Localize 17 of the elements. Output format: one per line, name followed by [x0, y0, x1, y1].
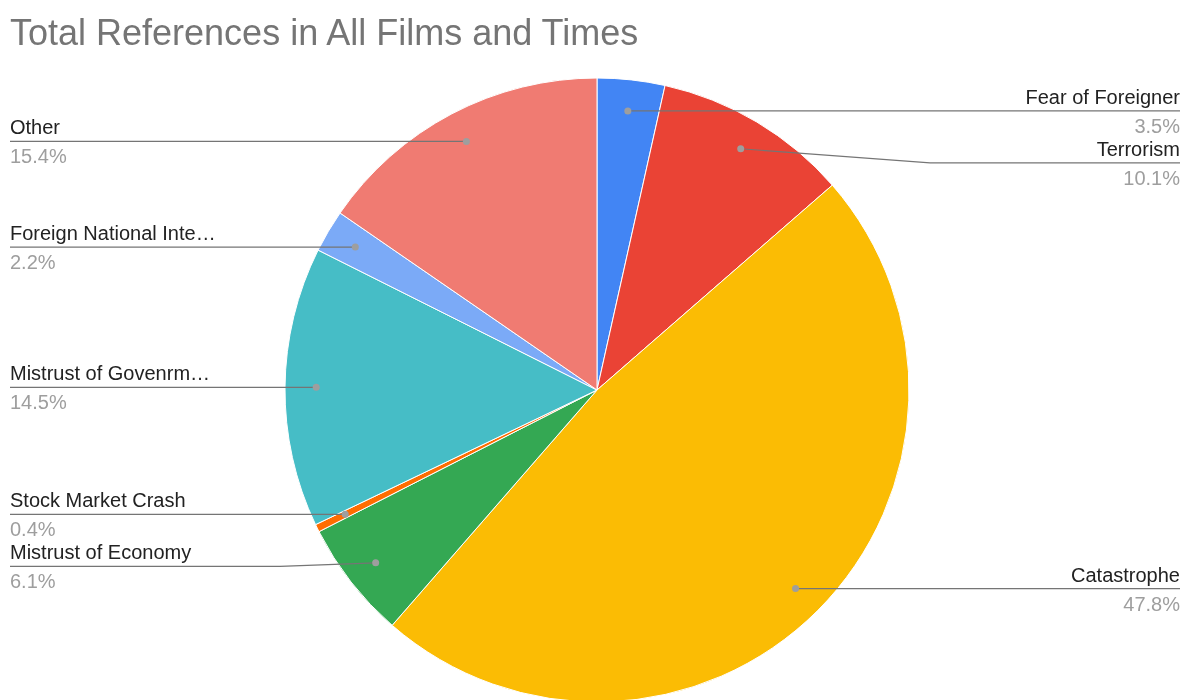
data-label: 14.5%: [10, 391, 67, 414]
slice-label: Stock Market Crash: [10, 489, 186, 512]
slice-label: Foreign National Inte…: [10, 222, 216, 245]
slice-label: Terrorism: [1096, 137, 1180, 160]
slice-label: Fear of Foreigner: [1025, 85, 1181, 108]
slice-label: Mistrust of Govenrm…: [10, 362, 211, 385]
data-label: 0.4%: [10, 518, 56, 541]
data-label: 6.1%: [10, 570, 56, 593]
slice-label: Mistrust of Economy: [10, 541, 192, 564]
slice-label: Other: [10, 116, 61, 139]
data-label: 47.8%: [1123, 592, 1181, 615]
data-label: 3.5%: [1134, 114, 1181, 137]
chart-title: Total References in All Films and Times: [10, 12, 639, 53]
data-label: 15.4%: [10, 145, 67, 168]
slice-label: Catastrophe: [1071, 563, 1180, 586]
data-label: 10.1%: [1123, 166, 1181, 189]
data-label: 2.2%: [10, 251, 56, 274]
